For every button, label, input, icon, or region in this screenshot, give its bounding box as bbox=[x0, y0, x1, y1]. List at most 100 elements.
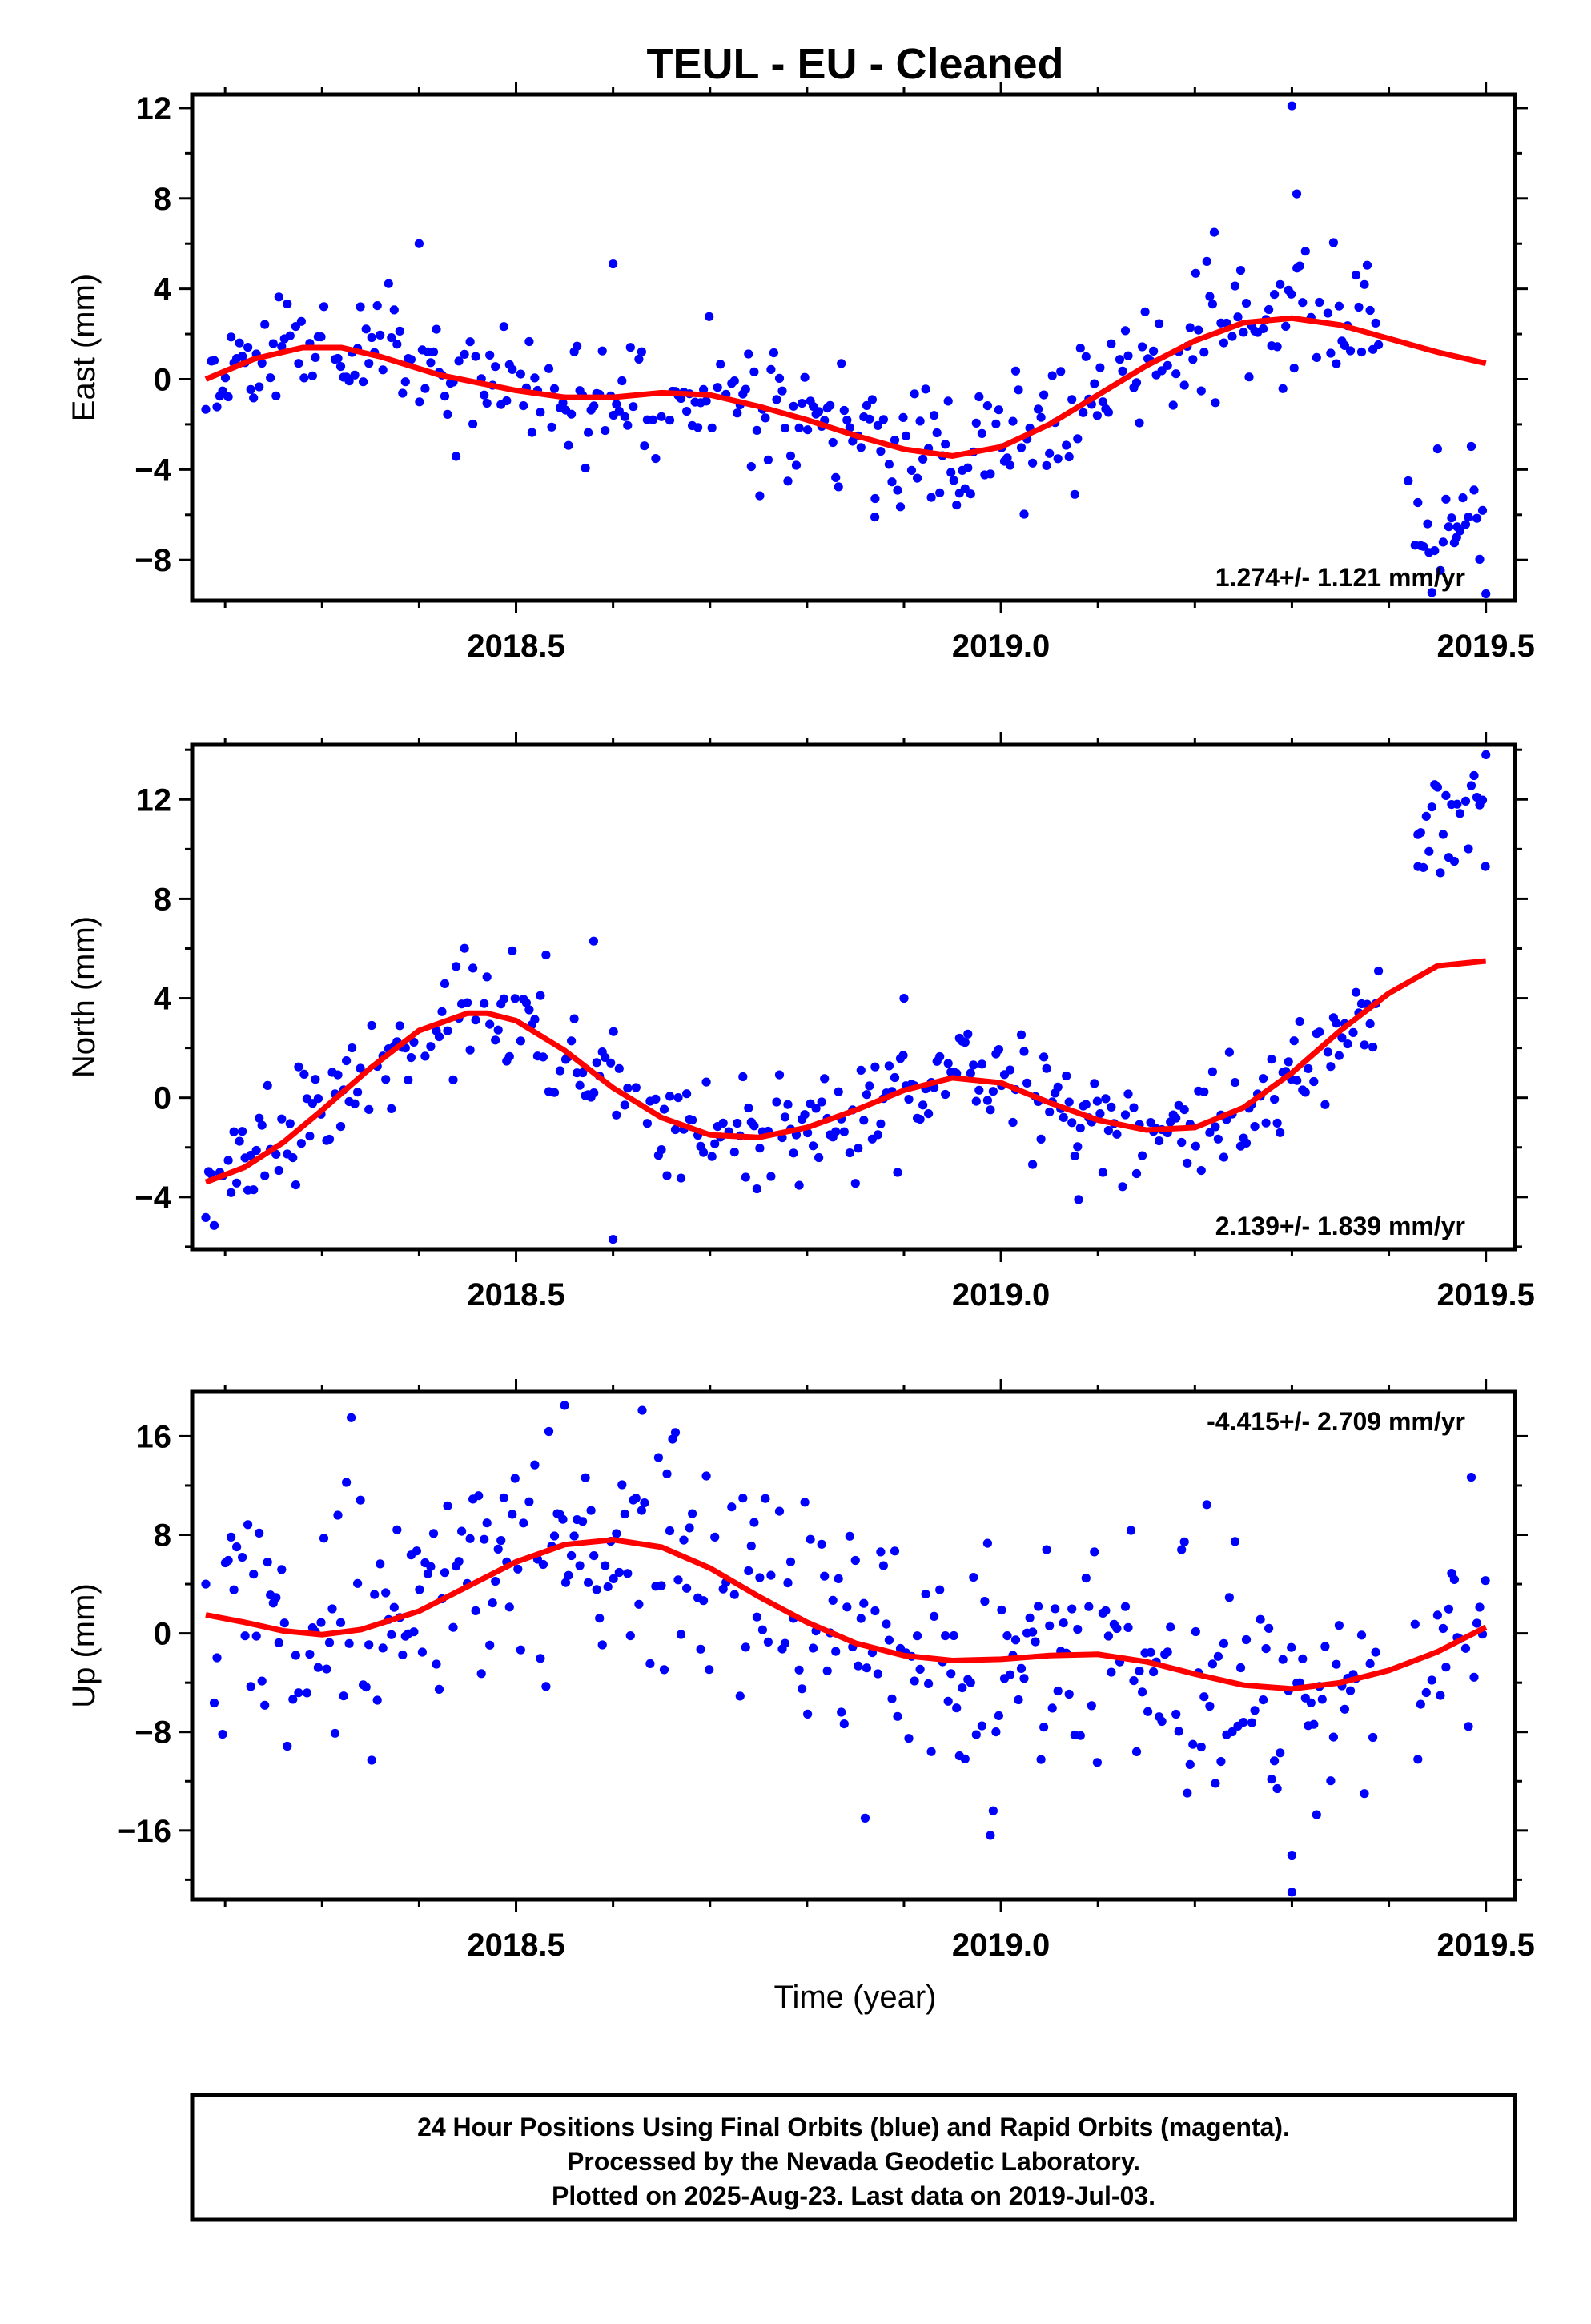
up-data-point bbox=[614, 1567, 624, 1578]
panel-north: 12 8 4 0 −4 2018.5 2019.0 2019.5 North (mm) 2.… bbox=[66, 732, 1535, 1313]
north-data-point bbox=[1207, 1067, 1217, 1076]
north-data-point bbox=[1039, 1052, 1049, 1062]
up-data-point bbox=[1092, 1758, 1102, 1767]
up-data-point bbox=[409, 1627, 419, 1637]
up-data-point bbox=[541, 1682, 551, 1691]
up-data-point bbox=[1464, 1722, 1473, 1731]
east-data-point bbox=[443, 409, 452, 419]
up-data-point bbox=[640, 1498, 649, 1508]
north-data-point bbox=[1230, 1078, 1240, 1088]
up-data-point bbox=[227, 1532, 236, 1542]
up-data-point bbox=[705, 1665, 714, 1675]
north-data-point bbox=[356, 1063, 365, 1073]
east-data-point bbox=[614, 406, 624, 416]
east-data-point bbox=[1441, 494, 1451, 504]
east-data-point bbox=[209, 356, 219, 365]
up-data-point bbox=[1081, 1574, 1091, 1583]
up-data-point bbox=[440, 1568, 450, 1578]
north-data-point bbox=[1112, 1129, 1122, 1139]
east-data-point bbox=[1334, 301, 1344, 311]
east-data-point bbox=[218, 386, 227, 396]
east-data-point bbox=[1103, 408, 1113, 417]
east-data-point bbox=[527, 428, 537, 437]
north-data-point bbox=[1284, 1057, 1293, 1067]
panel-up: 16 8 0 −8 −16 2018.5 2019.0 2019.5 Up (mm) -4.… bbox=[66, 1379, 1535, 1963]
north-data-point bbox=[1481, 862, 1490, 871]
up-data-point bbox=[1312, 1810, 1321, 1819]
east-data-point bbox=[1436, 565, 1445, 575]
north-data-point bbox=[229, 1127, 239, 1136]
up-data-point bbox=[1123, 1622, 1133, 1632]
up-data-point bbox=[828, 1595, 838, 1605]
east-data-point bbox=[620, 412, 629, 421]
up-data-point bbox=[774, 1506, 785, 1516]
up-data-point bbox=[333, 1510, 343, 1520]
east-data-point bbox=[544, 364, 554, 373]
east-data-point bbox=[814, 407, 824, 416]
up-data-point bbox=[367, 1755, 376, 1765]
up-data-point bbox=[569, 1531, 579, 1541]
north-data-point bbox=[1005, 1065, 1015, 1075]
up-y-tick-label: −8 bbox=[135, 1715, 171, 1751]
east-data-point bbox=[387, 333, 396, 343]
north-data-point bbox=[437, 1007, 447, 1016]
east-rate-label: 1.274+/- 1.121 mm/yr bbox=[1215, 563, 1465, 592]
north-data-point bbox=[831, 1127, 841, 1136]
north-data-point bbox=[1469, 770, 1479, 781]
north-data-point bbox=[291, 1180, 300, 1190]
up-data-point bbox=[584, 1578, 593, 1587]
north-data-point bbox=[440, 979, 450, 988]
east-data-point bbox=[432, 324, 441, 334]
north-data-point bbox=[589, 1088, 599, 1098]
up-data-point bbox=[876, 1547, 886, 1557]
up-data-point bbox=[1185, 1759, 1195, 1769]
north-data-point bbox=[288, 1153, 298, 1163]
east-data-point bbox=[243, 343, 253, 352]
up-data-point bbox=[831, 1647, 841, 1656]
east-data-point bbox=[898, 412, 908, 423]
north-data-point bbox=[988, 1087, 998, 1096]
east-data-point bbox=[1079, 408, 1088, 417]
north-data-point bbox=[766, 1172, 776, 1181]
up-data-point bbox=[504, 1602, 514, 1612]
up-data-point bbox=[794, 1665, 804, 1675]
up-data-point bbox=[1368, 1732, 1378, 1743]
east-data-point bbox=[629, 402, 638, 412]
north-data-point bbox=[839, 1127, 849, 1136]
east-data-point bbox=[665, 416, 675, 425]
up-data-point bbox=[696, 1644, 705, 1654]
east-data-point bbox=[831, 472, 841, 483]
up-data-point bbox=[1466, 1473, 1476, 1482]
north-data-point bbox=[642, 1119, 653, 1128]
east-x-tick-label: 2019.5 bbox=[1436, 629, 1534, 664]
north-rate-label: 2.139+/- 1.839 mm/yr bbox=[1215, 1212, 1465, 1240]
east-data-point bbox=[1118, 366, 1127, 376]
east-data-point bbox=[657, 412, 666, 421]
east-data-point bbox=[1045, 448, 1055, 458]
east-data-point bbox=[966, 489, 975, 499]
east-data-point bbox=[1211, 398, 1220, 408]
north-data-point bbox=[1179, 1105, 1189, 1115]
east-data-point bbox=[1419, 541, 1428, 551]
north-x-tick-label: 2019.5 bbox=[1436, 1277, 1534, 1313]
east-data-point bbox=[1464, 513, 1473, 522]
up-data-point bbox=[637, 1405, 647, 1415]
east-data-point bbox=[701, 396, 711, 406]
north-data-point bbox=[420, 1051, 430, 1061]
east-data-point bbox=[1036, 412, 1046, 422]
east-data-point bbox=[547, 422, 556, 432]
east-data-point bbox=[1292, 189, 1302, 199]
up-data-point bbox=[744, 1566, 753, 1576]
east-data-point bbox=[485, 350, 495, 360]
up-data-point bbox=[673, 1575, 683, 1585]
up-data-point bbox=[882, 1619, 891, 1629]
east-data-point bbox=[780, 424, 790, 433]
east-data-point bbox=[1209, 227, 1219, 237]
east-data-point bbox=[1295, 261, 1304, 271]
up-data-point bbox=[766, 1570, 776, 1580]
north-data-point bbox=[536, 991, 545, 1000]
east-data-point bbox=[873, 420, 882, 431]
north-data-point bbox=[665, 1092, 675, 1101]
east-data-point bbox=[1163, 360, 1172, 370]
north-data-point bbox=[387, 1104, 396, 1113]
